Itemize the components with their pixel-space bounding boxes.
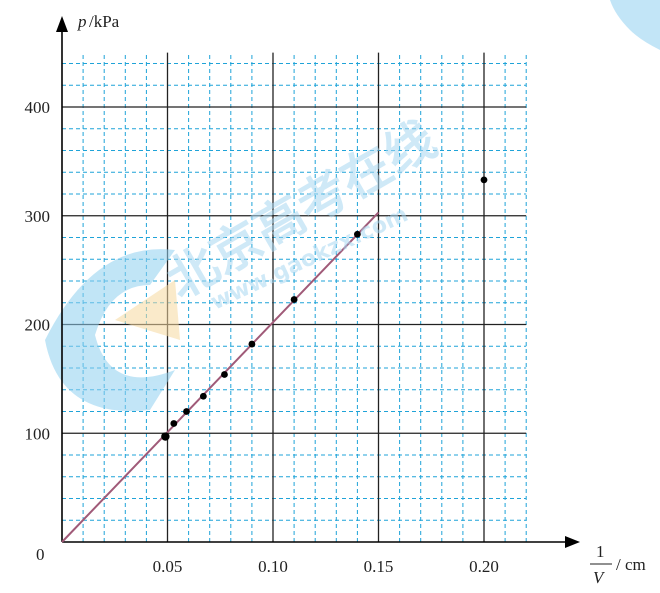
- data-point: [290, 296, 298, 303]
- x-axis-label-unit: / cm: [616, 555, 646, 574]
- axes: [56, 16, 580, 548]
- fit-line: [61, 211, 380, 543]
- watermark-logo: [45, 0, 660, 412]
- watermark-swoosh-shape: [45, 249, 175, 412]
- x-axis-label: 1 V / cm: [590, 542, 646, 587]
- x-tick-label: 0.15: [364, 557, 394, 576]
- data-point: [183, 408, 190, 415]
- y-tick-label: 300: [25, 207, 51, 226]
- x-tick-labels: 0.05 0.10 0.15 0.20: [153, 557, 499, 576]
- x-axis-arrow-icon: [565, 536, 580, 548]
- data-points: [161, 176, 488, 441]
- data-point: [161, 432, 170, 441]
- y-tick-label: 100: [25, 424, 51, 443]
- x-axis-label-numerator: 1: [596, 542, 605, 561]
- x-tick-label: 0.05: [153, 557, 183, 576]
- y-tick-label: 400: [25, 98, 51, 117]
- data-point: [248, 340, 256, 348]
- data-point: [199, 392, 207, 400]
- y-axis-arrow-icon: [56, 16, 68, 32]
- y-axis-label-unit: /kPa: [89, 12, 120, 31]
- x-tick-label: 0.10: [258, 557, 288, 576]
- watermark-corner-shape: [610, 0, 660, 50]
- y-tick-label: 200: [25, 316, 51, 335]
- x-axis-label-denominator: V: [593, 568, 606, 587]
- watermark-accent-shape: [115, 280, 180, 340]
- y-axis-label: p /kPa: [77, 12, 120, 31]
- data-point: [354, 230, 361, 238]
- y-axis-label-var: p: [77, 12, 87, 31]
- data-point: [480, 176, 488, 184]
- x-tick-label: 0.20: [469, 557, 499, 576]
- data-point: [221, 371, 228, 378]
- origin-label: 0: [36, 545, 45, 564]
- data-point: [170, 420, 178, 427]
- y-tick-labels: 100 200 300 400: [25, 98, 51, 443]
